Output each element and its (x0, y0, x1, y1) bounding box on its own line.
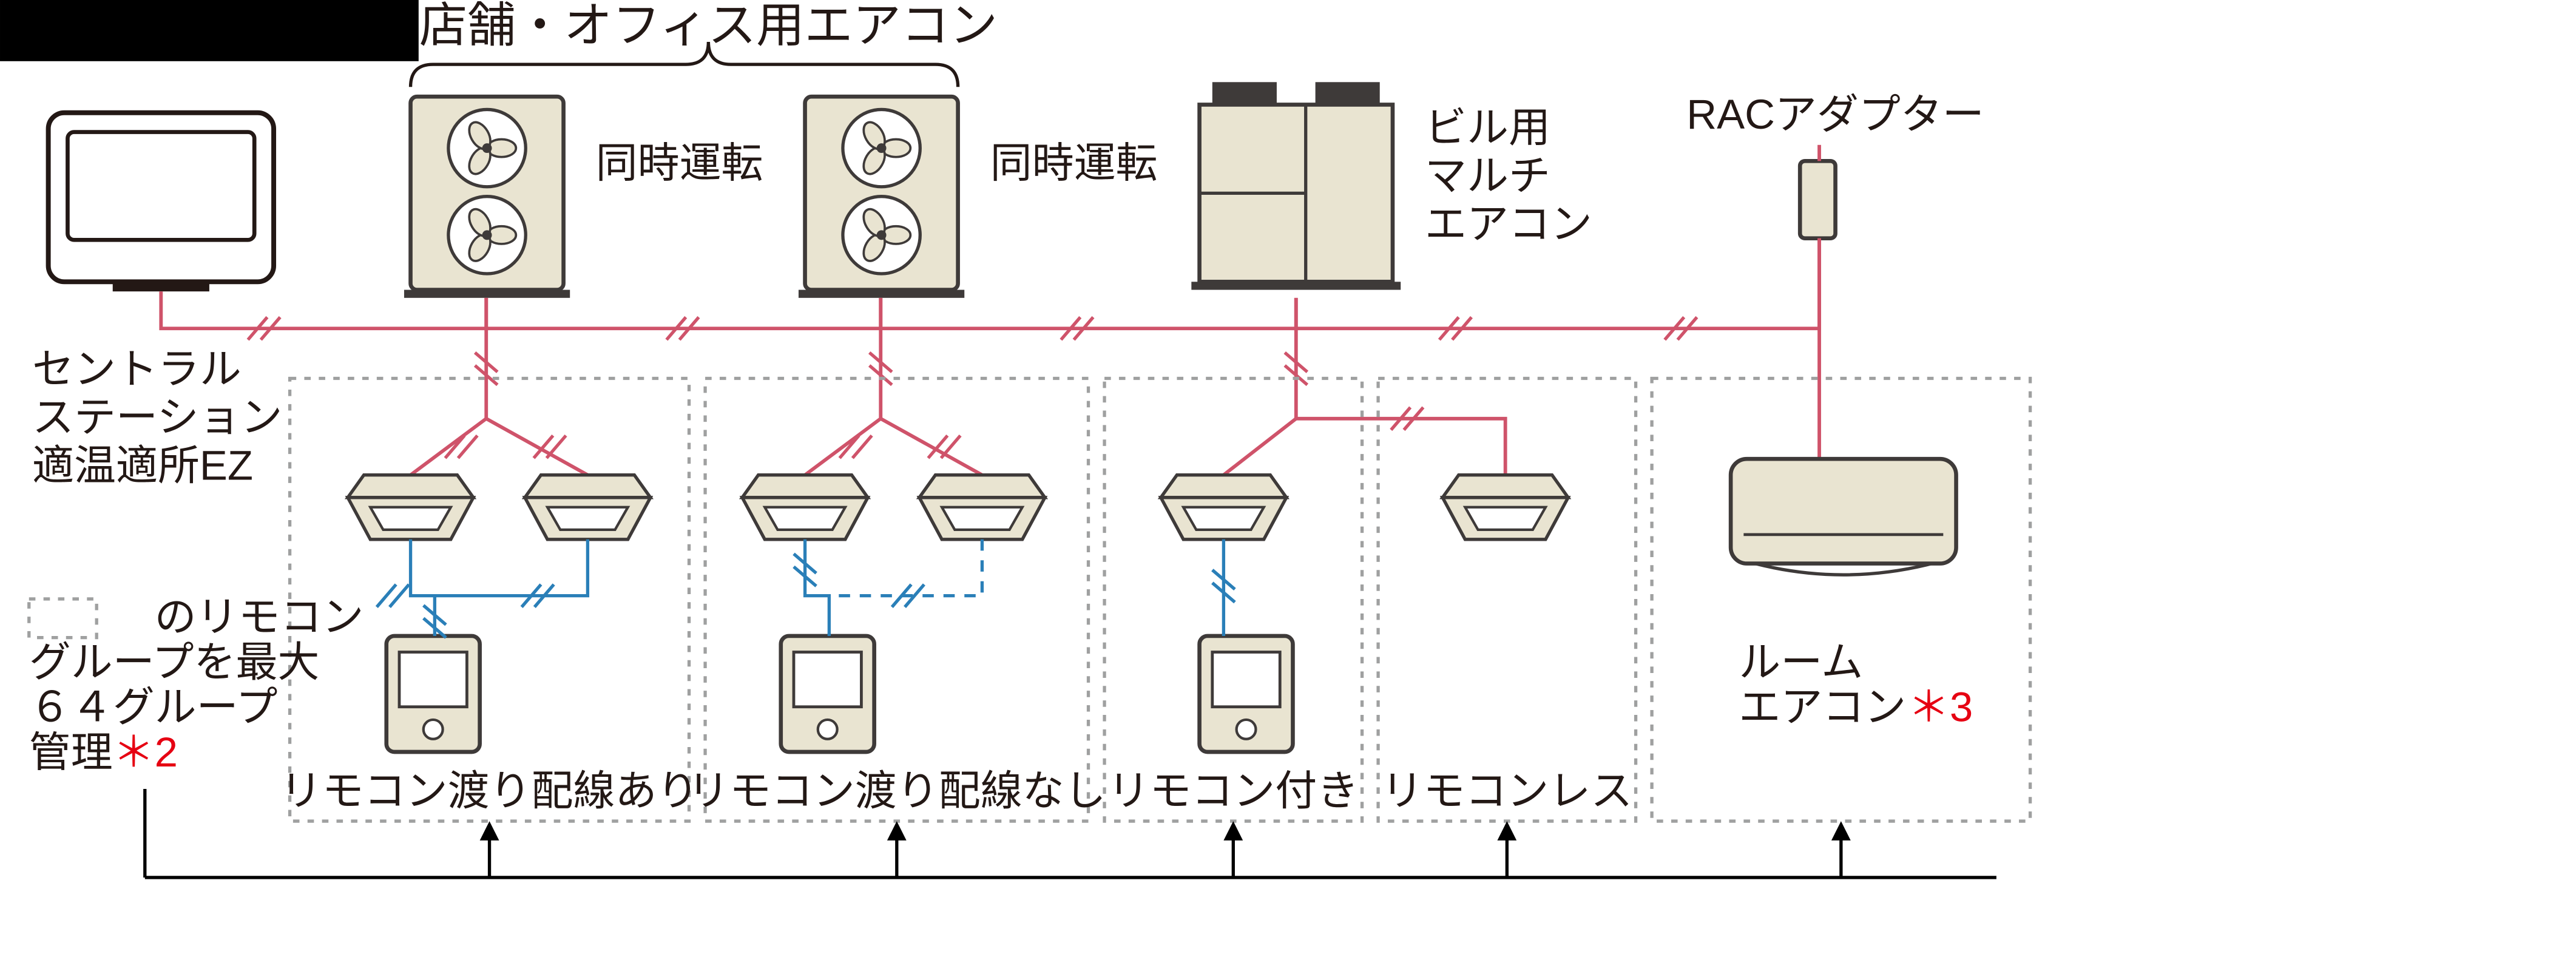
indoor-cassette (742, 475, 868, 540)
indoor-cassette (1442, 475, 1568, 540)
legend-line-3: 管理 (29, 729, 113, 776)
caption-group2: リモコン渡り配線なし (688, 768, 1106, 814)
indoor-cassette (525, 475, 651, 540)
outdoor-unit (799, 96, 964, 298)
caption-central-2: 適温適所EZ (32, 442, 253, 489)
label-building-ac-0: ビル用 (1425, 104, 1550, 151)
remote-controller (781, 636, 874, 752)
caption-central-0: セントラル (32, 345, 242, 392)
remote-group-box-5 (1652, 378, 2030, 821)
legend-line-1: グループを最大 (29, 638, 320, 685)
label-building-ac-2: エアコン (1425, 201, 1592, 248)
legend-line-0: のリモコン (29, 594, 364, 640)
caption-room-ac-0: ルーム (1739, 638, 1863, 685)
remote-controller (1200, 636, 1293, 752)
remote-controller (387, 636, 480, 752)
central-station-monitor (49, 113, 274, 291)
indoor-cassette (1161, 475, 1286, 540)
refrigerant-branch (805, 419, 881, 475)
remote-wire (411, 540, 588, 596)
caption-room-ac-1: エアコン (1739, 684, 1906, 731)
caption-group1: リモコン渡り配線あり (280, 768, 699, 814)
room-ac-unit (1731, 459, 1956, 575)
caption-group3: リモコン付き (1107, 768, 1359, 814)
rac-adapter (1800, 161, 1835, 238)
refrigerant-branch (411, 419, 487, 475)
label-building-ac-1: マルチ (1425, 152, 1550, 199)
caption-group4: リモコンレス (1381, 768, 1632, 814)
label-rac-adapter: RACアダプター (1686, 91, 1984, 138)
label-simul-1: 同時運転 (596, 140, 763, 186)
building-multi-unit (1191, 82, 1401, 289)
outdoor-unit (404, 96, 570, 298)
figure-header (0, 0, 419, 61)
refrigerant-branch (486, 419, 587, 475)
legend-line-2: ６４グループ (29, 684, 278, 731)
asterisk-2: ＊2 (113, 729, 178, 776)
indoor-cassette (919, 475, 1045, 540)
indoor-cassette (348, 475, 473, 540)
asterisk-3: ＊3 (1908, 684, 1973, 731)
refrigerant-branch (881, 419, 982, 475)
caption-central-1: ステーション (32, 394, 282, 441)
label-simul-2: 同時運転 (990, 140, 1158, 186)
